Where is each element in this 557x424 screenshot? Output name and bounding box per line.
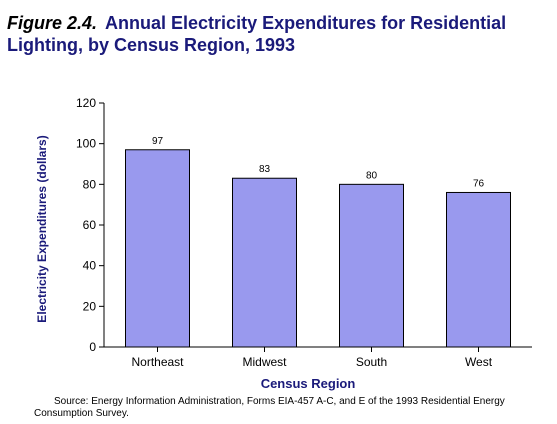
bar-south (339, 183, 404, 348)
bar-west (446, 191, 511, 348)
y-tick-label: 0 (89, 340, 96, 354)
data-label: 76 (473, 178, 485, 189)
data-label: 97 (152, 136, 164, 147)
data-label: 80 (366, 170, 378, 181)
y-tick-label: 60 (83, 218, 97, 232)
x-tick-label: Midwest (242, 355, 287, 369)
y-tick-label: 20 (83, 299, 97, 313)
y-tick-label: 100 (76, 137, 96, 151)
bar-northeast (125, 149, 190, 348)
y-tick-label: 40 (83, 259, 97, 273)
figure-label: Figure 2.4. (7, 13, 98, 33)
x-tick-label: South (356, 355, 387, 369)
data-label: 83 (259, 164, 271, 175)
y-tick-label: 120 (76, 96, 96, 110)
chart-title: Figure 2.4. Annual Electricity Expenditur… (7, 12, 552, 56)
y-axis-title: Electricity Expenditures (dollars) (35, 135, 49, 322)
x-axis-title: Census Region (261, 376, 356, 391)
y-tick-label: 80 (83, 177, 97, 191)
bar-midwest (232, 177, 297, 348)
x-tick-label: Northeast (131, 355, 184, 369)
x-tick-label: West (465, 355, 493, 369)
source-note: Source: Energy Information Administratio… (34, 396, 505, 419)
figure-title-text: Annual Electricity Expenditures for Resi… (7, 13, 507, 55)
